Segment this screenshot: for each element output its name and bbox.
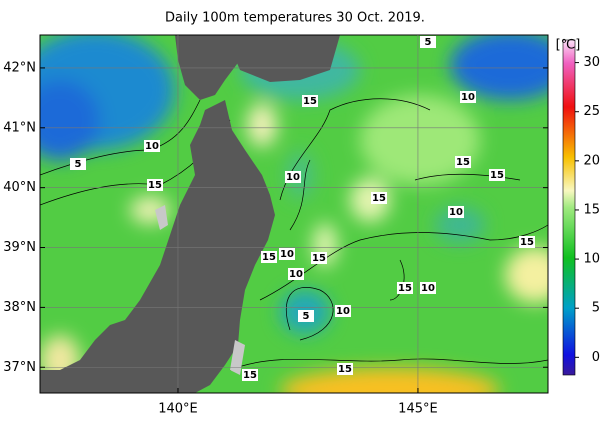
contour-label-bg [337,363,353,375]
contour-label: 10 [289,269,303,280]
colorbar-tick-label: 20 [583,153,600,168]
contour-label-bg [261,251,277,263]
map-field [40,35,548,393]
contour-label: 15 [456,157,470,168]
contour-label: 10 [421,283,435,294]
contour-label: 15 [262,252,276,263]
lon-tick-label: 145°E [398,402,438,417]
map-frame [39,34,549,394]
title: Daily 100m temperatures 30 Oct. 2019. [165,11,425,26]
contour-label: 10 [280,249,294,260]
contour-label-bg [288,268,304,280]
contour-label-bg [279,248,295,260]
contour-label-bg [519,236,535,248]
contour-label-bg [489,169,505,181]
contour-label-bg [335,305,351,317]
lat-tick-label: 41°N [3,120,36,135]
contour-label: 15 [398,283,412,294]
contour-label: 5 [425,37,432,48]
contour-label: 15 [312,253,326,264]
contour-label: 15 [303,96,317,107]
contour-label-bg [70,158,86,170]
lat-tick-label: 39°N [3,240,36,255]
contour-label: 15 [338,364,352,375]
lat-tick-label: 42°N [3,60,36,75]
temperature-field [40,35,548,393]
contour-label: 5 [303,311,310,322]
lat-tick-label: 40°N [3,180,36,195]
colorbar-tick-label: 5 [592,301,600,316]
lat-tick-label: 38°N [3,300,36,315]
land [40,35,340,393]
colorbar-unit: [℃] [556,38,581,53]
colorbar-tick-label: 30 [583,55,600,70]
contour-label-bg [448,206,464,218]
contour-label: 10 [449,207,463,218]
colorbar-tick-label: 10 [583,252,600,267]
contour-label-bg [242,369,258,381]
contour-label-bg [285,171,301,183]
contour-label-bg [420,282,436,294]
contour-label: 5 [75,159,82,170]
contour-label-bg [371,192,387,204]
contour-label-bg [147,179,163,191]
contour-label: 15 [243,370,257,381]
colorbar-tick-label: 15 [583,202,600,217]
contour-label-bg [460,91,476,103]
contour-label: 10 [145,141,159,152]
contour-label: 15 [372,193,386,204]
colorbar-tick-label: 0 [592,350,600,365]
contour-label: 10 [286,172,300,183]
contour-label: 10 [461,92,475,103]
contour-label: 15 [148,180,162,191]
contour-label-bg [311,252,327,264]
contour-label-bg [302,95,318,107]
contour-label-bg [420,36,436,48]
contour-label-bg [144,140,160,152]
contour-label: 15 [520,237,534,248]
colorbar [562,39,576,376]
contour-label-bg [455,156,471,168]
contour-label: 15 [490,170,504,181]
contour-label-bg [298,310,314,322]
lat-tick-label: 37°N [3,360,36,375]
colorbar-tick-label: 25 [583,104,600,119]
contour-label: 10 [336,306,350,317]
lon-tick-label: 140°E [158,402,198,417]
land-edge [155,205,245,375]
contour-label-bg [397,282,413,294]
